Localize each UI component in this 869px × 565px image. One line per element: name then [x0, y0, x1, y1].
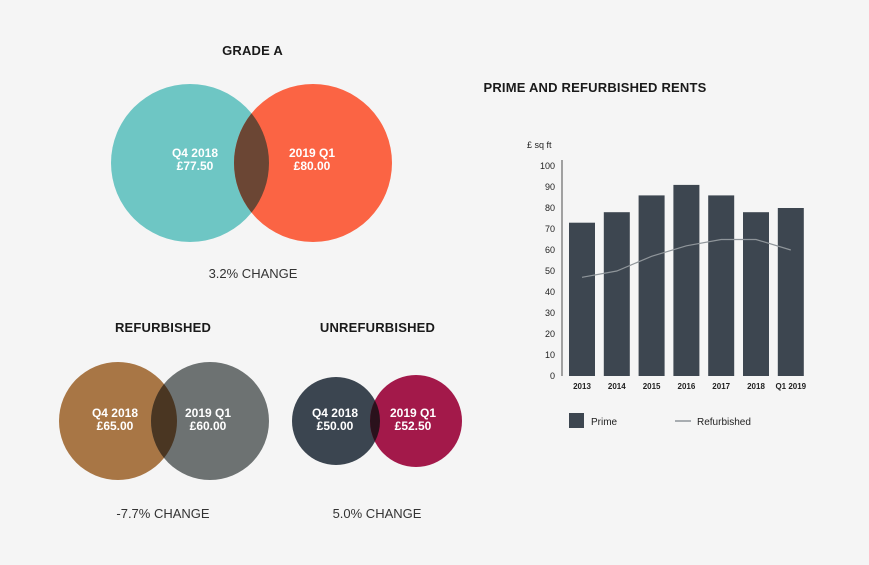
y-tick-label: 20: [545, 329, 555, 339]
grade-a-right-circle: [234, 84, 392, 242]
prime-bar: [777, 208, 804, 376]
prime-bar: [603, 212, 630, 376]
grade-a-change: 3.2% CHANGE: [208, 266, 298, 281]
x-tick-label: 2017: [712, 382, 730, 391]
unrefurbished-left-value: £50.00: [317, 419, 354, 433]
grade-a-right-period: 2019 Q1: [289, 146, 335, 160]
chart-ylabel: £ sq ft: [527, 140, 552, 150]
chart-title: PRIME AND REFURBISHED RENTS: [483, 80, 707, 95]
x-tick-label: 2013: [573, 382, 591, 391]
chart-x-ticks: 2013 2014 2015 2016 2017 2018 Q1 2019: [573, 382, 807, 391]
legend-refurbished-label: Refurbished: [697, 417, 751, 428]
y-tick-label: 40: [545, 287, 555, 297]
x-tick-label: 2018: [747, 382, 765, 391]
grade-a-left-period: Q4 2018: [172, 146, 218, 160]
refurbished-left-value: £65.00: [97, 419, 134, 433]
legend-prime-label: Prime: [591, 417, 618, 428]
refurbished-right-circle: [151, 362, 269, 480]
unrefurbished-right-period: 2019 Q1: [390, 406, 436, 420]
x-tick-label: Q1 2019: [775, 382, 806, 391]
x-tick-label: 2015: [643, 382, 661, 391]
refurbished-title: REFURBISHED: [114, 320, 212, 335]
unrefurbished-right-circle: [370, 375, 462, 467]
refurbished-right-period: 2019 Q1: [185, 406, 231, 420]
refurbished-left-period: Q4 2018: [92, 406, 138, 420]
prime-bar: [638, 195, 665, 376]
refurbished-line: [581, 238, 791, 278]
refurbished-change: -7.7% CHANGE: [116, 506, 210, 521]
grade-a-left-value: £77.50: [177, 159, 214, 173]
unrefurbished-right-value: £52.50: [395, 419, 432, 433]
refurbished-left-circle: [59, 362, 177, 480]
x-tick-label: 2014: [608, 382, 626, 391]
prime-bar: [743, 212, 769, 376]
x-tick-label: 2016: [678, 382, 696, 391]
y-tick-label: 30: [545, 308, 555, 318]
refurbished-right-value: £60.00: [190, 419, 227, 433]
prime-bar: [708, 195, 735, 376]
grade-a-right-value: £80.00: [294, 159, 331, 173]
y-tick-label: 50: [545, 266, 555, 276]
unrefurbished-left-circle: [292, 377, 380, 465]
chart-bars: [569, 184, 804, 376]
y-tick-label: 100: [540, 161, 555, 171]
y-tick-label: 70: [545, 224, 555, 234]
y-tick-label: 80: [545, 203, 555, 213]
unrefurbished-left-period: Q4 2018: [312, 406, 358, 420]
y-tick-label: 10: [545, 350, 555, 360]
legend-prime-swatch: [569, 413, 584, 428]
grade-a-left-circle: [111, 84, 269, 242]
unrefurbished-title: UNREFURBISHED: [319, 320, 436, 335]
prime-bar: [569, 222, 595, 376]
y-tick-label: 90: [545, 182, 555, 192]
unrefurbished-change: 5.0% CHANGE: [332, 506, 422, 521]
grade-a-overlap: [234, 113, 269, 213]
chart-y-ticks: 0 10 20 30 40 50 60 70 80 90 100: [540, 161, 555, 381]
refurbished-overlap: [151, 384, 177, 458]
y-tick-label: 0: [550, 371, 555, 381]
y-tick-label: 60: [545, 245, 555, 255]
prime-bar: [673, 184, 700, 376]
grade-a-title: GRADE A: [222, 43, 283, 58]
unrefurbished-overlap: [370, 400, 380, 442]
